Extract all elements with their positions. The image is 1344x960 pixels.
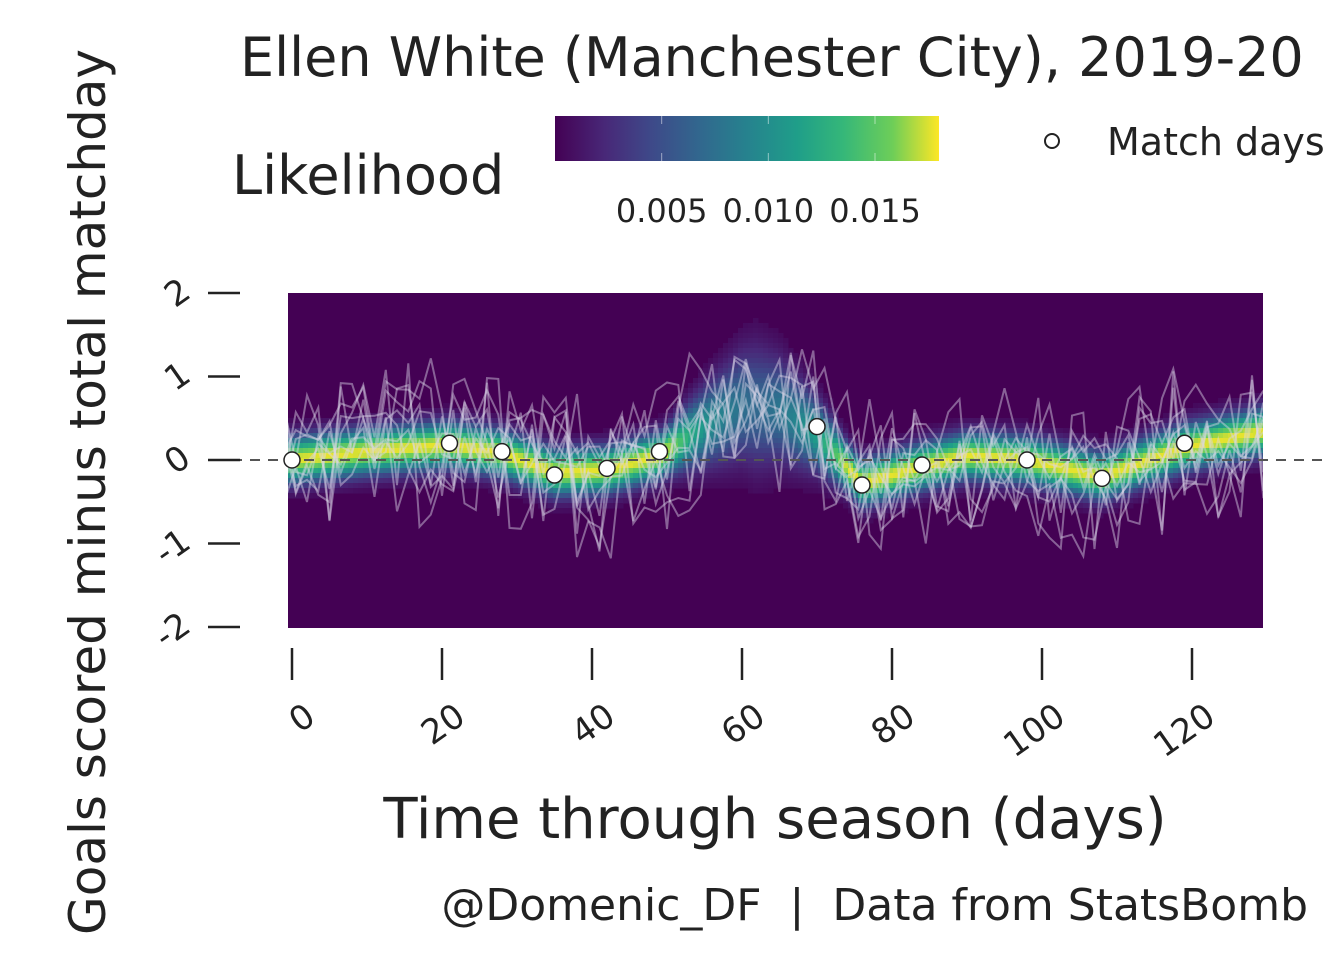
y-tick-label: 1	[157, 354, 198, 399]
match-day-marker	[1093, 469, 1111, 488]
x-tick-label: 40	[564, 696, 622, 754]
y-tick-label: -2	[147, 605, 198, 657]
colorbar-tick-label: 0.015	[829, 192, 921, 230]
posterior-sample-line	[288, 382, 1263, 521]
x-tick-label: 0	[282, 696, 323, 741]
x-tick-label: 60	[714, 696, 772, 754]
x-tick-label: 100	[996, 696, 1072, 766]
y-tick-label: -1	[147, 521, 198, 573]
posterior-sample-line	[288, 371, 1263, 517]
x-axis: 0 20 40 60 80 100 120	[282, 648, 1222, 766]
match-day-marker	[808, 417, 826, 436]
match-day-marker	[650, 442, 669, 461]
match-day-marker	[440, 434, 459, 453]
x-tick-label: 80	[864, 696, 922, 754]
posterior-sample-line	[288, 349, 1263, 552]
y-axis-label: Goals scored minus total matchday	[59, 49, 117, 935]
match-day-marker	[913, 456, 931, 474]
match-day-marker	[598, 459, 616, 478]
match-day-marker	[283, 451, 301, 469]
match-day-marker	[853, 476, 871, 494]
colorbar-tick-label: 0.010	[723, 192, 815, 230]
x-tick-label: 20	[414, 696, 472, 754]
x-tick-label: 120	[1146, 696, 1222, 766]
colorbar-ticks: 0.005 0.010 0.015	[616, 116, 921, 230]
y-axis: -2 -1 0 1 2	[147, 271, 240, 657]
legend-marker	[1044, 133, 1060, 149]
y-tick-label: 0	[157, 438, 198, 483]
match-day-marker	[1018, 451, 1036, 469]
match-day-marker	[493, 442, 511, 461]
colorbar-title: Likelihood	[232, 144, 504, 207]
colorbar	[555, 116, 939, 161]
colorbar-tick-label: 0.005	[616, 192, 708, 230]
x-axis-label: Time through season (days)	[382, 787, 1166, 852]
match-day-marker	[1175, 434, 1194, 453]
match-day-marker	[545, 466, 564, 484]
legend-label: Match days	[1107, 120, 1325, 164]
caption: @Domenic_DF | Data from StatsBomb	[441, 880, 1308, 931]
chart-title: Ellen White (Manchester City), 2019-20	[240, 26, 1304, 89]
y-tick-label: 2	[157, 271, 198, 316]
match-day-markers	[283, 417, 1194, 494]
posterior-sample-line	[288, 355, 1263, 544]
